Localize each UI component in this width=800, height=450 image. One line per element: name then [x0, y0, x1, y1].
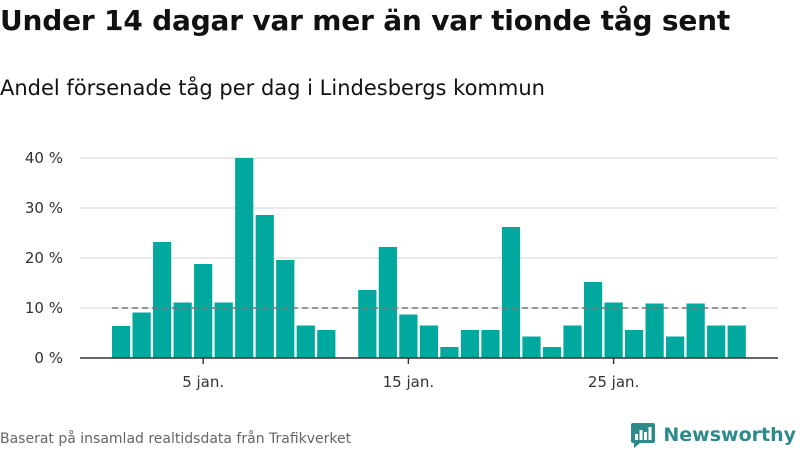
bar [625, 330, 644, 358]
bar [666, 336, 685, 358]
bar [501, 227, 521, 358]
x-axis [80, 357, 778, 364]
bar [460, 330, 480, 358]
bar [645, 303, 664, 358]
bar-chart: 0 % 10 % 20 % 30 % 40 % 5 jan. 15 jan. 25 jan. [25, 149, 778, 391]
brand-logo: Newsworthy [629, 421, 796, 449]
bar [296, 325, 315, 358]
bar [235, 158, 254, 358]
grid-lines [80, 157, 778, 309]
x-tick-label: 25 jan. [588, 373, 640, 391]
bar [194, 264, 213, 358]
bar [542, 347, 562, 358]
bar [214, 302, 233, 358]
y-tick-label: 20 % [25, 249, 63, 267]
x-axis-tick-labels: 5 jan. 15 jan. 25 jan. [182, 373, 639, 391]
bar [173, 302, 192, 358]
newsworthy-logo-icon [631, 423, 656, 448]
y-tick-label: 30 % [25, 199, 63, 217]
bar [276, 260, 295, 358]
bar [522, 336, 541, 358]
brand-name: Newsworthy [663, 424, 796, 446]
bar [255, 215, 274, 358]
bar [686, 303, 705, 358]
chart-subtitle: Andel försenade tåg per dag i Lindesberg… [0, 76, 545, 100]
y-tick-label: 0 % [34, 349, 63, 367]
bar [399, 314, 418, 358]
bar [604, 302, 623, 358]
bar [358, 290, 377, 358]
bar [153, 242, 172, 358]
bar [481, 330, 500, 358]
bar [419, 325, 438, 358]
y-axis-tick-labels: 0 % 10 % 20 % 30 % 40 % [25, 149, 63, 367]
chart-title: Under 14 dagar var mer än var tionde tåg… [0, 4, 731, 37]
y-tick-label: 40 % [25, 149, 63, 167]
source-note: Baserat på insamlad realtidsdata från Tr… [0, 431, 352, 447]
bar [378, 247, 397, 358]
x-tick-label: 5 jan. [182, 373, 224, 391]
bar [112, 326, 131, 358]
bar [583, 282, 603, 358]
bar [707, 325, 726, 358]
bar [440, 347, 459, 358]
bar [132, 312, 151, 358]
x-tick-label: 15 jan. [383, 373, 435, 391]
y-tick-label: 10 % [25, 299, 63, 317]
bars [112, 158, 746, 358]
bar [727, 325, 746, 358]
bar [563, 325, 582, 358]
bar [317, 330, 336, 358]
